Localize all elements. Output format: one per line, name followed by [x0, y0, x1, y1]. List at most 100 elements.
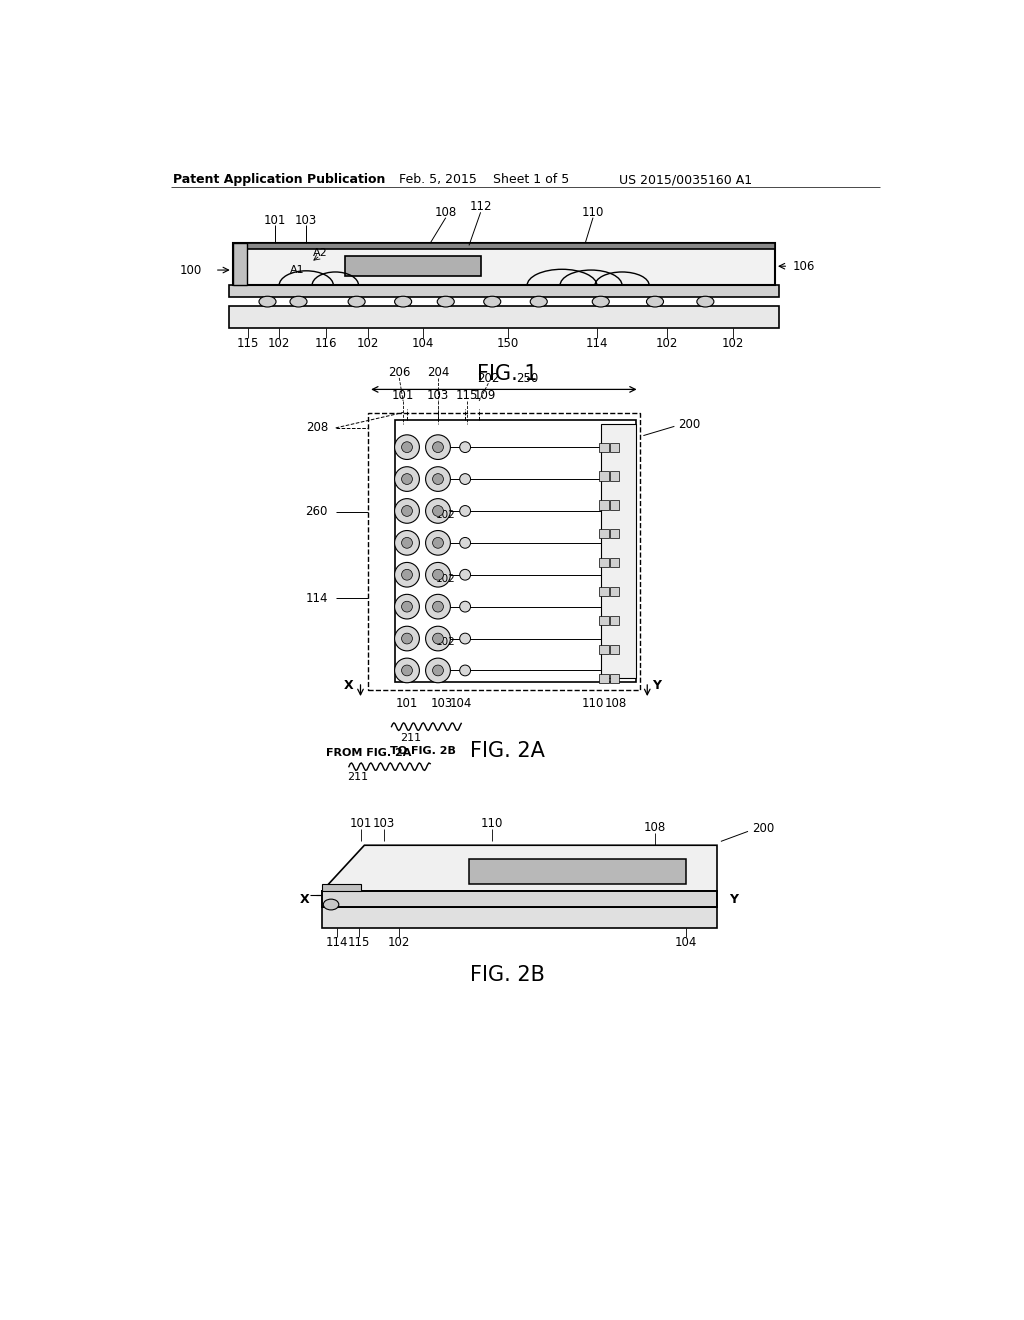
- Text: X: X: [344, 680, 353, 693]
- Text: TO FIG. 2B: TO FIG. 2B: [389, 746, 456, 756]
- Circle shape: [432, 442, 443, 453]
- Bar: [610, 673, 620, 682]
- Circle shape: [460, 474, 471, 484]
- Text: 100: 100: [179, 264, 202, 277]
- Text: 101: 101: [396, 697, 418, 710]
- Text: 110: 110: [582, 697, 604, 710]
- Text: 115: 115: [237, 337, 259, 350]
- Circle shape: [394, 467, 420, 491]
- Bar: [228, 306, 779, 327]
- Text: Feb. 5, 2015: Feb. 5, 2015: [399, 173, 477, 186]
- Text: 211: 211: [400, 733, 422, 743]
- Text: Patent Application Publication: Patent Application Publication: [173, 173, 385, 186]
- Bar: [395, 420, 636, 682]
- Circle shape: [394, 434, 420, 459]
- Circle shape: [401, 474, 413, 484]
- Text: US 2015/0035160 A1: US 2015/0035160 A1: [620, 173, 753, 186]
- Text: 108: 108: [644, 821, 667, 834]
- Circle shape: [432, 474, 443, 484]
- Text: 103: 103: [427, 389, 450, 403]
- Ellipse shape: [697, 296, 714, 308]
- Text: 108: 108: [434, 206, 457, 219]
- Bar: [599, 471, 608, 480]
- Circle shape: [394, 499, 420, 523]
- Text: 208: 208: [306, 421, 328, 434]
- Text: 204: 204: [427, 366, 450, 379]
- Bar: [610, 615, 620, 626]
- Circle shape: [394, 562, 420, 587]
- Text: 200: 200: [678, 417, 700, 430]
- Circle shape: [426, 467, 451, 491]
- Bar: [599, 644, 608, 653]
- Circle shape: [401, 602, 413, 612]
- Text: 106: 106: [793, 260, 815, 273]
- Ellipse shape: [394, 296, 412, 308]
- Text: 104: 104: [412, 337, 434, 350]
- Circle shape: [426, 499, 451, 523]
- Text: 102: 102: [357, 337, 380, 350]
- Ellipse shape: [348, 296, 366, 308]
- Bar: [610, 500, 620, 510]
- Circle shape: [401, 537, 413, 548]
- Text: Sheet 1 of 5: Sheet 1 of 5: [493, 173, 569, 186]
- Circle shape: [432, 506, 443, 516]
- Bar: [599, 615, 608, 626]
- Bar: [599, 442, 608, 451]
- Text: 104: 104: [451, 697, 472, 710]
- Bar: [469, 859, 686, 884]
- Text: 114: 114: [586, 337, 608, 350]
- Bar: [610, 529, 620, 539]
- Bar: [599, 529, 608, 539]
- Circle shape: [426, 594, 451, 619]
- Ellipse shape: [259, 296, 276, 308]
- Text: FIG. 2A: FIG. 2A: [470, 742, 545, 762]
- Circle shape: [401, 506, 413, 516]
- Text: X: X: [300, 892, 309, 906]
- Circle shape: [460, 537, 471, 548]
- Text: 103: 103: [431, 697, 453, 710]
- Text: 109: 109: [473, 389, 496, 403]
- Circle shape: [432, 569, 443, 581]
- Text: 110: 110: [582, 206, 604, 219]
- Text: 250: 250: [516, 372, 539, 385]
- Polygon shape: [322, 845, 717, 891]
- Bar: [232, 243, 775, 249]
- Bar: [599, 500, 608, 510]
- Circle shape: [394, 531, 420, 556]
- Circle shape: [426, 659, 451, 682]
- Text: 112: 112: [469, 199, 492, 213]
- Text: 102: 102: [436, 510, 456, 520]
- Text: 150: 150: [497, 337, 519, 350]
- Text: 206: 206: [388, 366, 411, 379]
- Circle shape: [401, 569, 413, 581]
- Text: 101: 101: [264, 214, 287, 227]
- Bar: [322, 891, 717, 907]
- Bar: [610, 558, 620, 568]
- Text: 114: 114: [326, 936, 348, 949]
- Circle shape: [401, 665, 413, 676]
- Text: FIG. 2B: FIG. 2B: [470, 965, 545, 985]
- Polygon shape: [322, 884, 360, 891]
- Bar: [369, 412, 640, 689]
- Text: FROM FIG. 2A: FROM FIG. 2A: [326, 748, 411, 758]
- Text: FIG. 1: FIG. 1: [477, 364, 538, 384]
- Circle shape: [426, 434, 451, 459]
- Bar: [610, 471, 620, 480]
- Bar: [599, 673, 608, 682]
- Bar: [610, 442, 620, 451]
- Text: 116: 116: [314, 337, 337, 350]
- Bar: [322, 907, 717, 928]
- Circle shape: [460, 569, 471, 581]
- Text: 102: 102: [436, 638, 456, 647]
- Text: 103: 103: [295, 214, 317, 227]
- Bar: [232, 243, 775, 285]
- Bar: [599, 558, 608, 568]
- Ellipse shape: [592, 296, 609, 308]
- Bar: [232, 243, 247, 285]
- Text: Y: Y: [729, 892, 738, 906]
- Text: 202: 202: [477, 372, 500, 385]
- Bar: [345, 256, 480, 276]
- Circle shape: [432, 634, 443, 644]
- Circle shape: [432, 602, 443, 612]
- Circle shape: [460, 634, 471, 644]
